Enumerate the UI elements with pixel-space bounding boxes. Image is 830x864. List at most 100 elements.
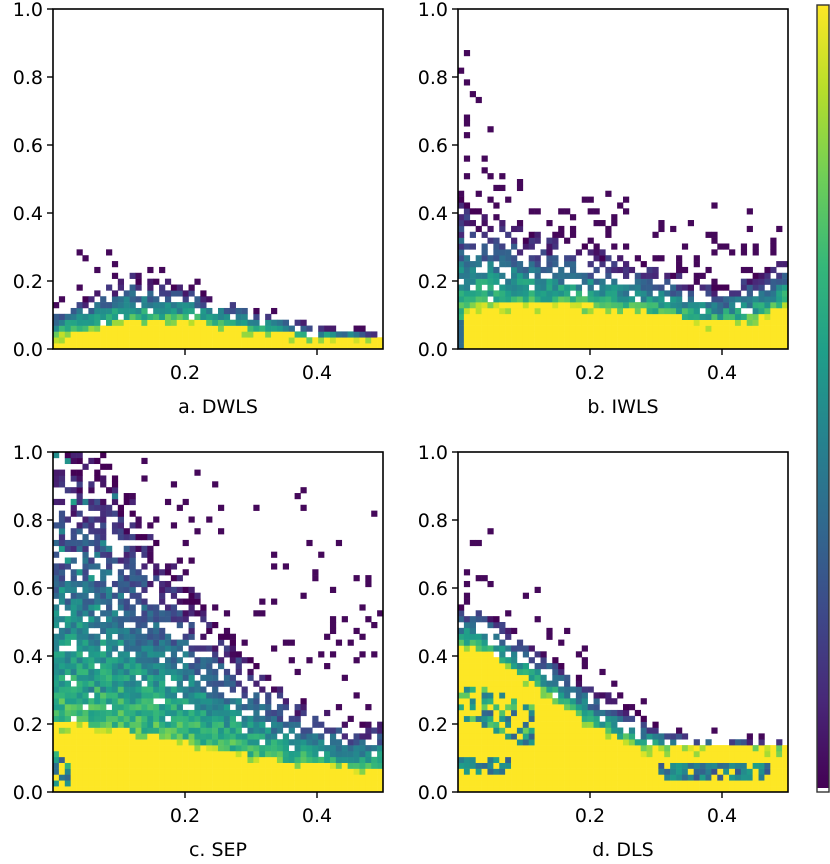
heatmap-cell — [670, 756, 677, 763]
heatmap-cell — [194, 319, 201, 326]
heatmap-cell — [646, 313, 653, 320]
heatmap-cell — [463, 657, 471, 664]
heatmap-cell — [581, 704, 588, 711]
heatmap-cell — [734, 331, 742, 338]
heatmap-cell — [159, 645, 166, 652]
heatmap-cell — [628, 319, 636, 326]
heatmap-cell — [64, 651, 71, 658]
heatmap-cell — [359, 739, 366, 746]
heatmap-cell — [558, 307, 565, 315]
heatmap-cell — [569, 261, 577, 268]
heatmap-cell — [681, 774, 689, 781]
heatmap-cell — [229, 762, 236, 769]
heatmap-cell — [123, 290, 130, 297]
heatmap-cell — [511, 686, 518, 693]
heatmap-cell — [188, 768, 195, 775]
heatmap-cell — [540, 762, 547, 769]
heatmap-cell — [516, 313, 524, 320]
heatmap-cell — [76, 452, 83, 459]
heatmap-cell — [76, 481, 83, 488]
heatmap-cell — [335, 704, 343, 711]
heatmap-cell — [82, 680, 89, 687]
heatmap-cell — [106, 692, 113, 699]
heatmap-cell — [676, 261, 683, 268]
heatmap-cell — [76, 580, 83, 588]
heatmap-cell — [740, 739, 748, 746]
heatmap-cell — [528, 325, 535, 332]
heatmap-cell — [188, 302, 195, 309]
heatmap-cell — [458, 698, 465, 705]
heatmap-cell — [481, 296, 488, 303]
heatmap-cell — [558, 780, 565, 787]
heatmap-cell — [481, 255, 488, 262]
heatmap-cell — [505, 331, 512, 338]
heatmap-cell — [540, 337, 547, 344]
heatmap-cell — [147, 727, 154, 734]
heatmap-cell — [218, 663, 225, 670]
heatmap-cell — [111, 296, 119, 303]
heatmap-cell — [223, 668, 231, 676]
heatmap-cell — [499, 622, 506, 629]
heatmap-cell — [723, 745, 730, 752]
heatmap-cell — [141, 674, 148, 681]
heatmap-cell — [212, 481, 219, 488]
heatmap-cell — [159, 580, 166, 588]
heatmap-cell — [617, 780, 624, 787]
heatmap-cell — [658, 302, 665, 309]
heatmap-cell — [734, 786, 742, 793]
heatmap-cell — [511, 645, 518, 652]
heatmap-cell — [111, 663, 119, 670]
heatmap-cell — [487, 704, 494, 711]
heatmap-cell — [593, 692, 600, 699]
heatmap-cell — [53, 563, 60, 570]
heatmap-cell — [528, 727, 535, 734]
heatmap-cell — [335, 337, 343, 344]
heatmap-cell — [371, 756, 378, 763]
heatmap-cell — [475, 331, 482, 338]
heatmap-cell — [729, 780, 736, 787]
heatmap-cell — [764, 745, 771, 752]
heatmap-cell — [76, 715, 83, 722]
heatmap-cell — [605, 337, 612, 344]
heatmap-cell — [499, 307, 506, 315]
heatmap-cell — [528, 343, 535, 350]
heatmap-cell — [229, 651, 236, 658]
heatmap-cell — [182, 774, 189, 781]
heatmap-cell — [546, 255, 553, 262]
heatmap-cell — [82, 580, 89, 588]
heatmap-cell — [53, 639, 60, 646]
heatmap-cell — [516, 639, 524, 646]
heatmap-cell — [294, 768, 301, 775]
heatmap-cell — [569, 768, 577, 775]
heatmap-cell — [200, 739, 207, 746]
heatmap-cell — [481, 739, 488, 746]
heatmap-cell — [546, 786, 553, 793]
heatmap-cell — [64, 756, 71, 763]
heatmap-cell — [711, 337, 718, 344]
heatmap-cell — [212, 768, 219, 775]
heatmap-cell — [94, 604, 101, 611]
heatmap-cell — [64, 762, 71, 769]
heatmap-cell — [176, 686, 183, 693]
heatmap-cell — [53, 745, 60, 752]
heatmap-cell — [164, 498, 172, 506]
heatmap-cell — [487, 272, 494, 279]
heatmap-cell — [687, 319, 695, 326]
heatmap-cell — [458, 768, 465, 775]
heatmap-cell — [664, 786, 671, 793]
heatmap-cell — [469, 768, 476, 775]
heatmap-cell — [522, 756, 530, 763]
heatmap-cell — [469, 290, 476, 297]
heatmap-cell — [658, 255, 665, 262]
heatmap-cell — [458, 331, 465, 338]
heatmap-cell — [511, 709, 518, 717]
heatmap-cell — [282, 745, 290, 752]
panel-title-b: b. IWLS — [587, 396, 658, 418]
heatmap-cell — [764, 750, 771, 758]
heatmap-cell — [611, 319, 618, 326]
heatmap-cell — [782, 290, 789, 297]
heatmap-cell — [764, 272, 771, 279]
heatmap-cell — [53, 686, 60, 693]
heatmap-cell — [505, 337, 512, 344]
heatmap-cell — [106, 786, 113, 793]
